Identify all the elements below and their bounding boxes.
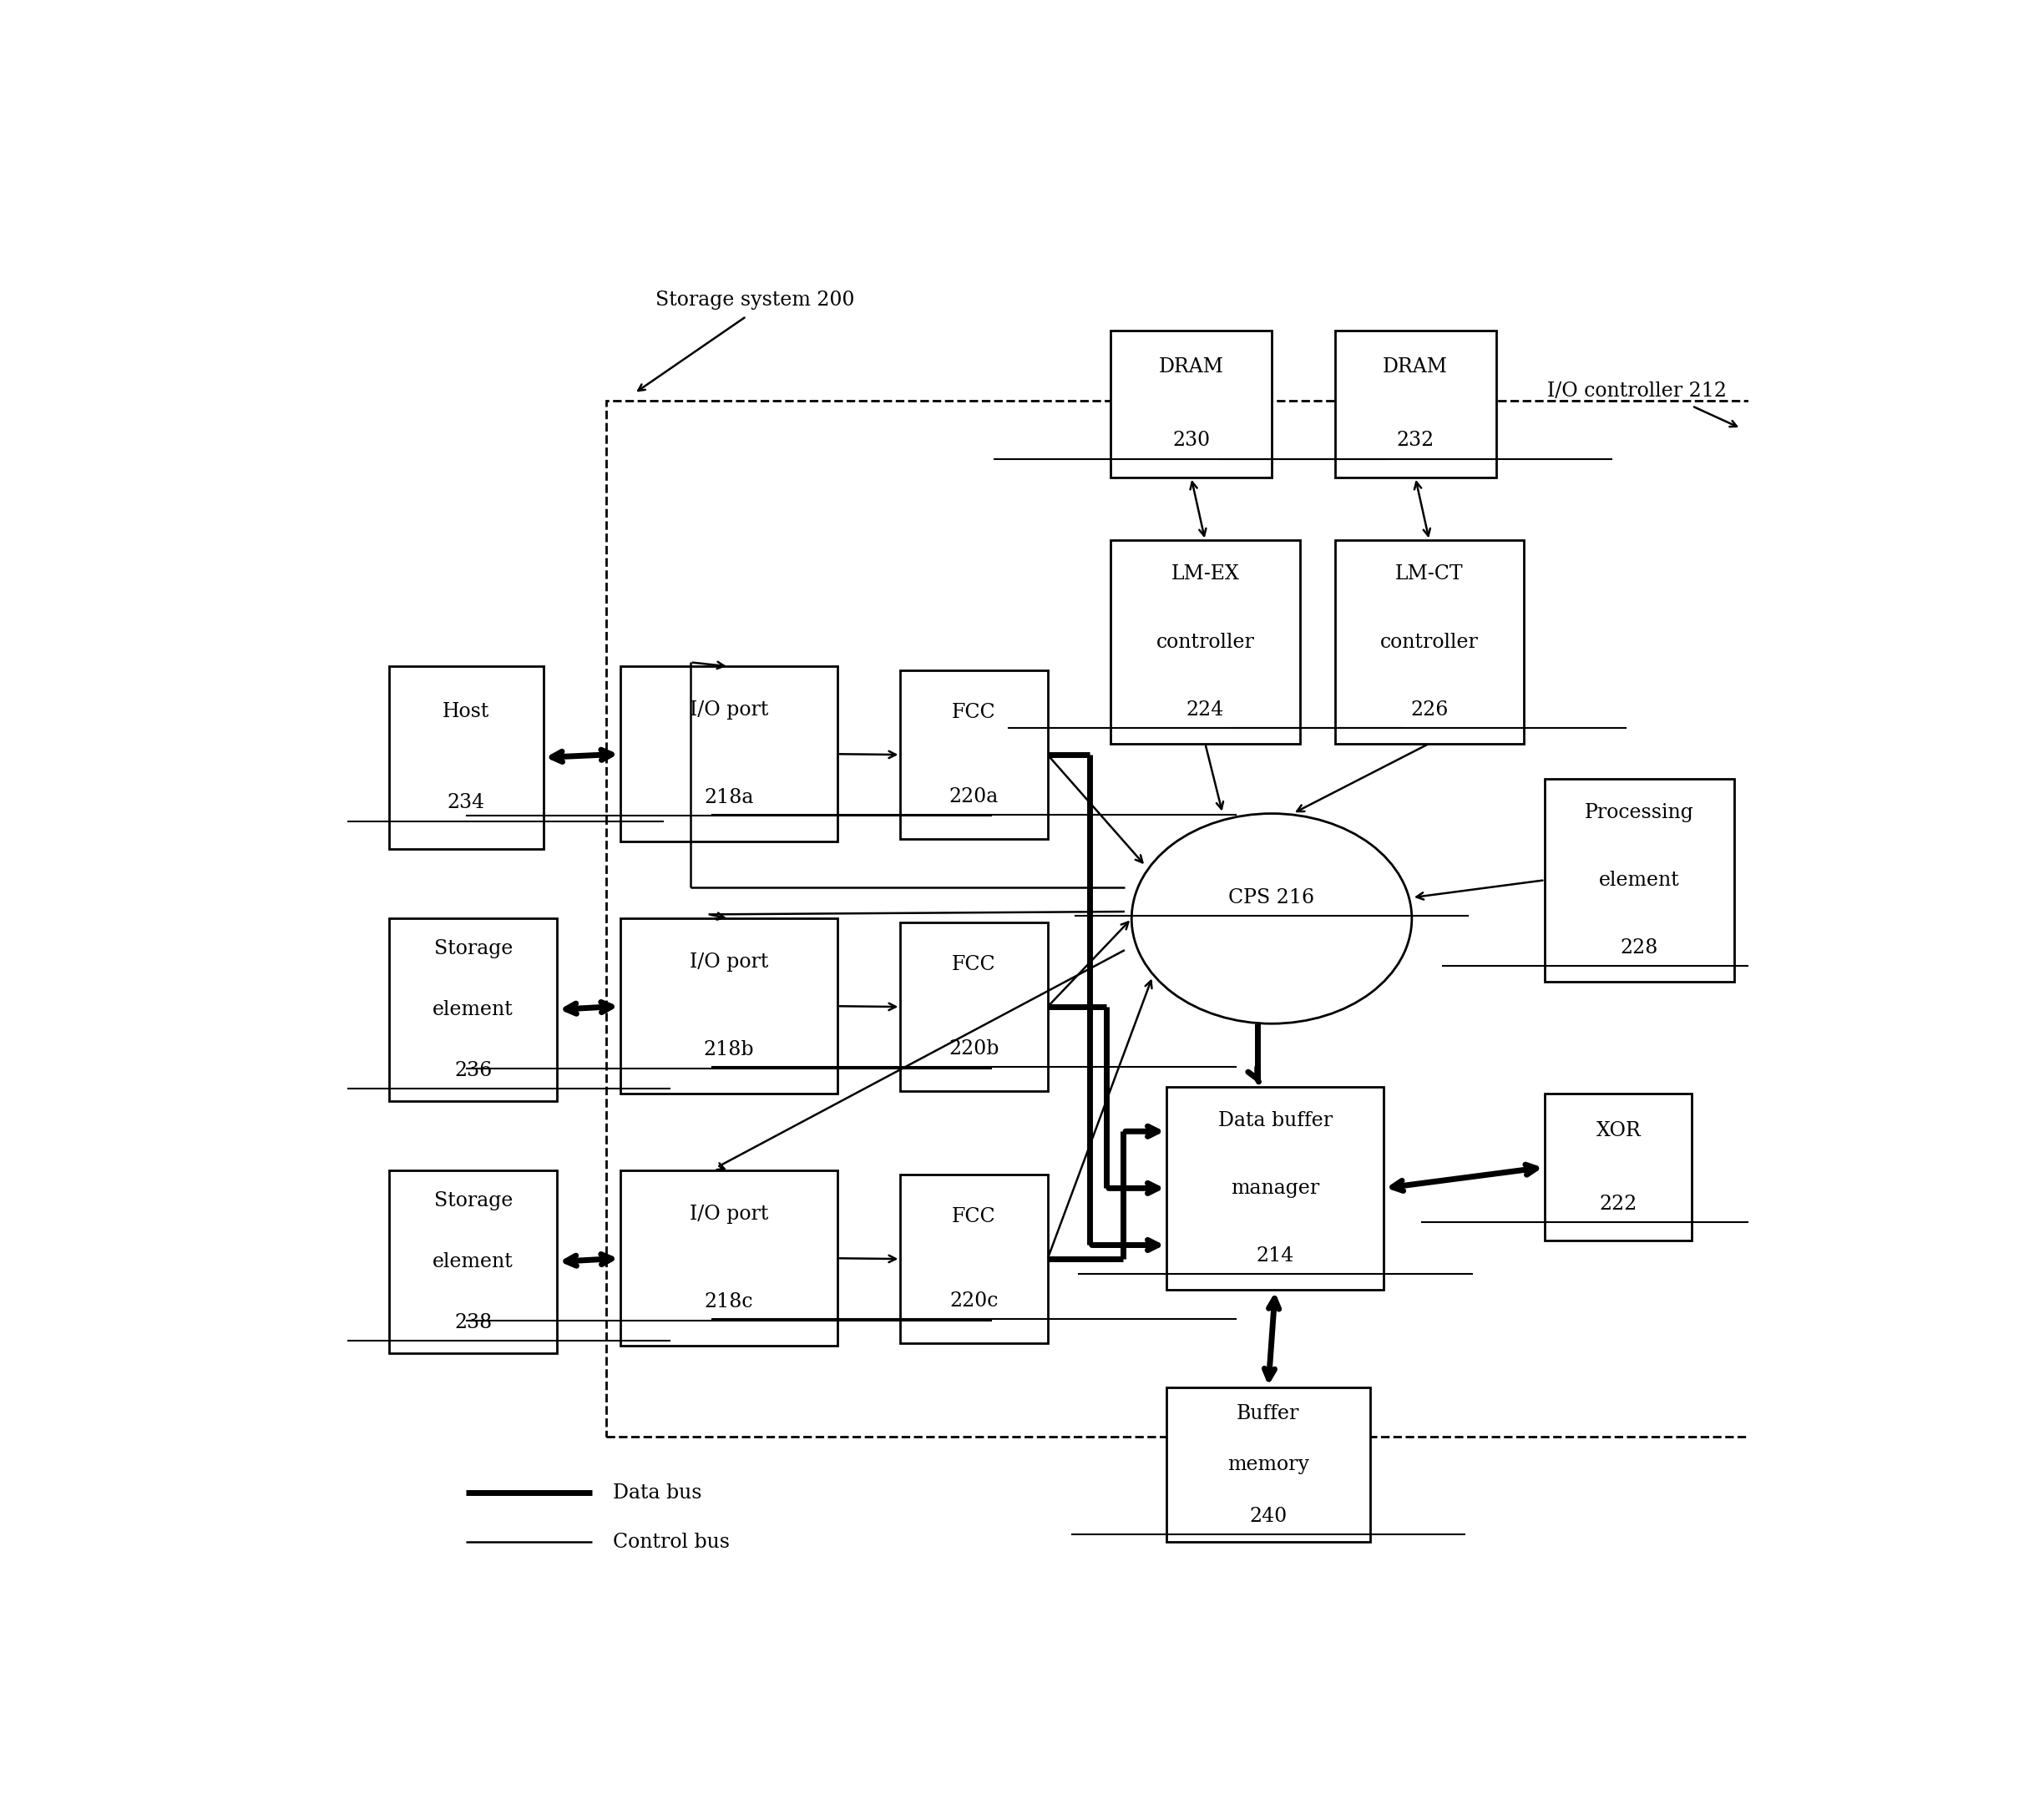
Text: memory: memory [1226,1455,1308,1475]
Text: 220a: 220a [948,788,1000,806]
Text: element: element [1598,871,1680,889]
FancyBboxPatch shape [1167,1388,1369,1543]
Text: DRAM: DRAM [1159,358,1224,377]
Text: 234: 234 [448,793,484,813]
FancyBboxPatch shape [619,1171,838,1346]
Text: 220b: 220b [948,1039,1000,1059]
Text: controller: controller [1157,633,1255,651]
Text: DRAM: DRAM [1382,358,1447,377]
FancyBboxPatch shape [1335,540,1525,744]
Text: LM-EX: LM-EX [1171,564,1239,584]
Text: Data buffer: Data buffer [1218,1111,1333,1130]
Text: 238: 238 [454,1313,493,1332]
Text: 236: 236 [454,1060,493,1080]
Text: Data bus: Data bus [613,1482,703,1502]
Text: 226: 226 [1410,700,1449,719]
FancyBboxPatch shape [388,919,558,1100]
FancyBboxPatch shape [619,919,838,1093]
FancyBboxPatch shape [1545,1093,1692,1241]
Text: I/O port: I/O port [689,700,769,720]
Text: 222: 222 [1600,1195,1637,1213]
Text: CPS 216: CPS 216 [1228,888,1314,908]
Text: LM-CT: LM-CT [1396,564,1464,584]
Text: 220c: 220c [950,1291,997,1310]
Text: manager: manager [1230,1179,1320,1199]
Text: Storage: Storage [433,1191,513,1211]
Text: 228: 228 [1621,939,1658,957]
Text: Storage: Storage [433,939,513,959]
Text: FCC: FCC [953,955,995,975]
Text: FCC: FCC [953,1208,995,1226]
Text: I/O port: I/O port [689,1204,769,1224]
FancyBboxPatch shape [388,666,544,848]
FancyBboxPatch shape [901,1175,1047,1342]
Ellipse shape [1132,813,1412,1024]
FancyBboxPatch shape [1335,331,1496,477]
Text: 230: 230 [1173,431,1210,451]
FancyBboxPatch shape [1545,779,1733,982]
FancyBboxPatch shape [1110,540,1300,744]
Text: Storage system 200: Storage system 200 [656,289,854,309]
FancyBboxPatch shape [388,1171,558,1353]
FancyBboxPatch shape [1110,331,1271,477]
FancyBboxPatch shape [901,671,1047,839]
Text: Buffer: Buffer [1237,1404,1300,1422]
Text: I/O controller 212: I/O controller 212 [1547,382,1727,400]
Text: controller: controller [1380,633,1478,651]
Text: FCC: FCC [953,704,995,722]
Text: XOR: XOR [1596,1121,1641,1141]
Text: Host: Host [444,702,491,722]
Text: element: element [433,1000,513,1019]
Text: 224: 224 [1186,700,1224,719]
Text: 218b: 218b [703,1040,754,1059]
FancyBboxPatch shape [619,666,838,842]
Text: 218a: 218a [703,788,754,808]
Text: Processing: Processing [1584,802,1694,822]
Text: 218c: 218c [705,1293,754,1311]
Text: 240: 240 [1249,1506,1288,1526]
Text: I/O port: I/O port [689,953,769,971]
Text: element: element [433,1251,513,1271]
Text: 214: 214 [1257,1246,1294,1266]
Text: 232: 232 [1396,431,1435,451]
FancyBboxPatch shape [1167,1086,1384,1290]
Text: Control bus: Control bus [613,1532,730,1552]
FancyBboxPatch shape [901,922,1047,1091]
